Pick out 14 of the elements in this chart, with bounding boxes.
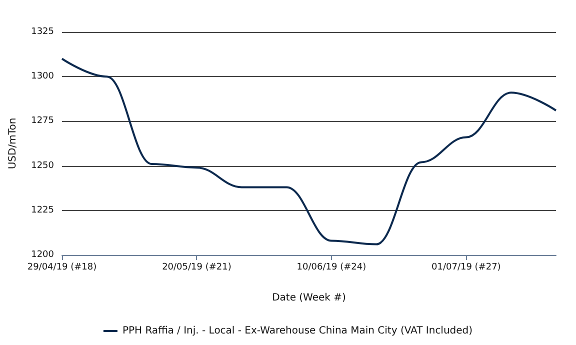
y-tick-label: 1325 [31, 27, 54, 37]
line-series [61, 58, 557, 246]
y-tick-label: 1250 [31, 160, 54, 171]
legend-label: PPH Raffia / Inj. - Local - Ex-Warehouse China Main City (VAT Included) [122, 326, 473, 336]
y-tick-label: 1300 [31, 72, 54, 82]
x-axis-title: Date (Week #) [272, 292, 346, 304]
x-tick-label: 01/07/19 (#27) [432, 262, 501, 272]
x-tick-label: 29/04/19 (#18) [27, 262, 97, 272]
y-tick-label: 1275 [31, 116, 54, 126]
x-tick-label: 20/05/19 (#21) [162, 262, 232, 272]
y-tick-label: 1225 [31, 205, 54, 216]
y-axis-title: USD/mTon [8, 118, 18, 170]
x-tick-label: 10/06/19 (#24) [296, 262, 366, 272]
y-tick-label: 1200 [31, 250, 54, 260]
